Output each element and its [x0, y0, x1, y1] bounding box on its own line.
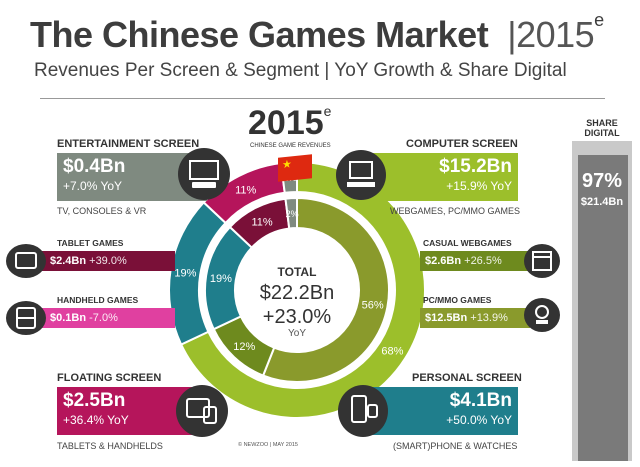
floating-value: $2.5Bn — [63, 390, 126, 411]
ring-segments-slice-4 — [284, 196, 298, 230]
computer-screen-label: COMPUTER SCREEN — [406, 138, 518, 150]
tablet-value: $2.4Bn — [50, 255, 87, 267]
tablet-handheld-icon — [176, 385, 228, 437]
casual-value: $2.6Bn — [425, 255, 462, 267]
ring-segments-label-1: 12% — [233, 341, 255, 353]
tablet-games-box: $2.4Bn +39.0% — [40, 251, 175, 271]
ring-segments-label-0: 56% — [362, 299, 384, 311]
page-subtitle: Revenues Per Screen & Segment | YoY Grow… — [34, 60, 567, 81]
floating-yoy: +36.4% YoY — [63, 413, 129, 427]
header-divider — [40, 98, 605, 99]
title-text: The Chinese Games Market — [30, 14, 489, 55]
title-year: |2015 — [497, 14, 595, 55]
ring-segments-slice-0 — [261, 196, 390, 383]
browser-window-icon — [524, 244, 560, 278]
computer-value: $15.2Bn — [439, 156, 512, 177]
pcmmo-value: $12.5Bn — [425, 312, 468, 324]
total-value: $22.2Bn — [259, 282, 335, 304]
title-superscript: e — [594, 10, 604, 30]
casual-webgames-box: $2.6Bn +26.5% — [420, 251, 530, 271]
center-caption: CHINESE GAME REVENUES — [250, 143, 331, 149]
ring-segments-label-4: 2% — [286, 209, 299, 219]
computer-sub: WEBGAMES, PC/MMO GAMES — [390, 206, 521, 216]
pcmmo-games-label: PC/MMO GAMES — [423, 295, 492, 305]
donut-center — [239, 232, 355, 348]
share-digital-pct: 97% — [581, 170, 623, 192]
share-digital-value: $21.4Bn — [580, 196, 624, 208]
china-flag-icon: ★ — [278, 154, 312, 182]
page-title: The Chinese Games Market |2015e — [30, 10, 604, 56]
share-digital-label: SHARE DIGITAL — [584, 118, 620, 138]
ring-segments-label-2: 19% — [210, 273, 232, 285]
casual-yoy: +26.5% — [464, 255, 502, 267]
handheld-games-label: HANDHELD GAMES — [57, 295, 139, 305]
total-growth-label: YoY — [288, 328, 306, 339]
handheld-yoy: -7.0% — [89, 312, 118, 324]
pcmmo-yoy: +13.9% — [470, 312, 508, 324]
personal-sub: (SMART)PHONE & WATCHES — [393, 441, 518, 451]
tablet-icon — [6, 244, 46, 278]
casual-webgames-label: CASUAL WEBGAMES — [423, 238, 512, 248]
handheld-games-box: $0.1Bn -7.0% — [40, 308, 175, 328]
tablet-games-label: TABLET GAMES — [57, 238, 124, 248]
pcmmo-games-box: $12.5Bn +13.9% — [420, 308, 530, 328]
personal-value: $4.1Bn — [449, 390, 512, 411]
pc-mmo-icon — [524, 298, 560, 332]
share-digital-fill — [578, 155, 628, 461]
personal-screen-label: PERSONAL SCREEN — [412, 372, 522, 384]
tablet-yoy: +39.0% — [89, 255, 127, 267]
entertainment-sub: TV, CONSOLES & VR — [57, 206, 147, 216]
floating-screen-label: FLOATING SCREEN — [57, 372, 162, 384]
total-growth: +23.0% — [262, 306, 332, 328]
total-label: TOTAL — [277, 265, 317, 279]
ring-screens-label-1: 19% — [174, 267, 196, 279]
credit: © NEWZOO | MAY 2015 — [238, 442, 298, 448]
floating-sub: TABLETS & HANDHELDS — [57, 441, 163, 451]
computer-screen-box: $15.2Bn +15.9% YoY — [368, 153, 518, 201]
tv-console-icon — [178, 148, 230, 200]
personal-yoy: +50.0% YoY — [446, 413, 512, 427]
ring-screens-label-0: 68% — [381, 346, 403, 358]
ring-screens-label-2: 11% — [235, 184, 256, 196]
smartphone-watch-icon — [338, 385, 388, 437]
entertainment-screen-label: ENTERTAINMENT SCREEN — [57, 138, 200, 150]
center-year: 2015e — [248, 102, 332, 142]
ring-segments-label-3: 11% — [251, 216, 272, 228]
personal-screen-box: $4.1Bn +50.0% YoY — [368, 387, 518, 435]
handheld-value: $0.1Bn — [50, 312, 87, 324]
computer-yoy: +15.9% YoY — [446, 179, 512, 193]
desktop-computer-icon — [336, 150, 386, 200]
floating-screen-box: $2.5Bn +36.4% YoY — [57, 387, 202, 435]
handheld-console-icon — [6, 301, 46, 335]
entertainment-yoy: +7.0% YoY — [63, 179, 123, 193]
entertainment-value: $0.4Bn — [63, 156, 126, 177]
